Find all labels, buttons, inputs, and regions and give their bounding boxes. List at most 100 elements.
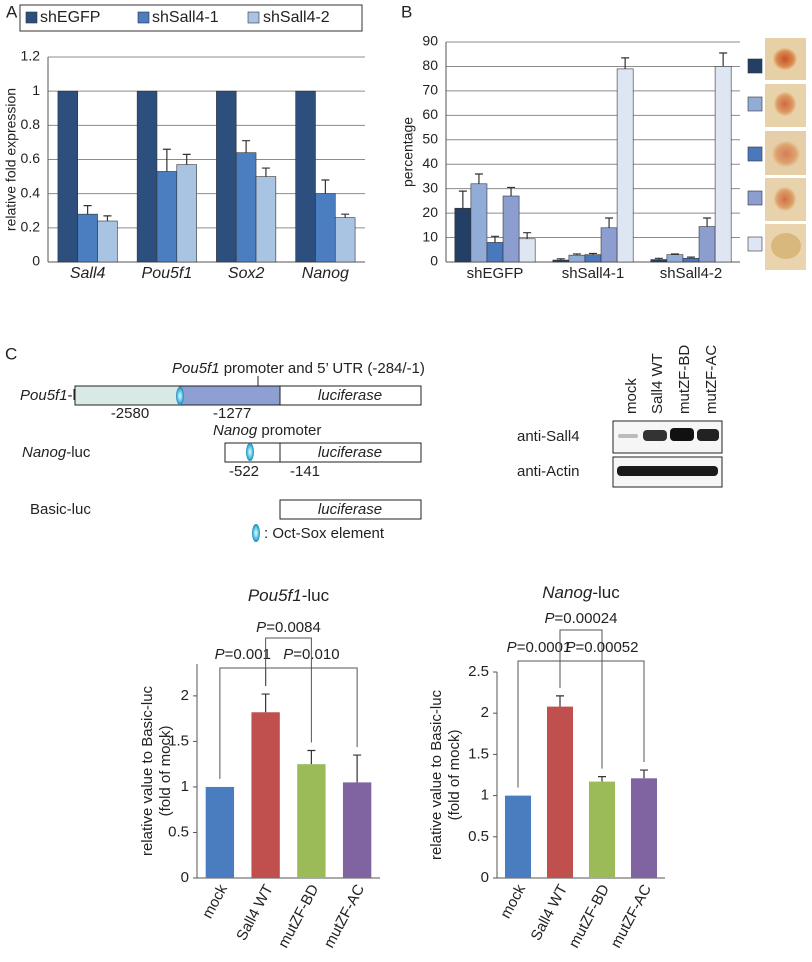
bar <box>295 90 316 263</box>
error-bar <box>474 173 483 184</box>
bar <box>255 176 277 263</box>
chart-title: Nanog-luc <box>542 583 620 602</box>
bar <box>205 786 235 878</box>
legend-swatch <box>747 96 763 112</box>
significance-bracket <box>265 667 358 748</box>
y-tick-label: 1 <box>181 778 189 795</box>
p-symbol: P <box>545 610 555 627</box>
y-tick-label: 0 <box>481 869 489 886</box>
error-bar <box>491 235 499 243</box>
position: -522 <box>229 463 259 480</box>
x-tick-label: Pou5f1 <box>142 265 193 282</box>
y-tick-label: 40 <box>422 155 438 171</box>
x-tick-label: mutZF-BD <box>566 882 614 951</box>
bar <box>630 778 658 878</box>
y-tick-label: 20 <box>422 204 438 220</box>
x-tick-label: shEGFP <box>467 265 524 282</box>
y-tick-label: 2.5 <box>468 663 489 680</box>
legend-swatch <box>137 11 150 24</box>
y-axis-label: (fold of mock) <box>157 726 174 817</box>
bar <box>486 242 504 263</box>
p-value: =0.00052 <box>576 639 639 656</box>
bar <box>470 183 488 263</box>
y-tick-label: 1.2 <box>21 48 41 64</box>
y-tick-label: 0.5 <box>468 828 489 845</box>
p-symbol: P <box>256 619 266 636</box>
bar <box>616 68 634 263</box>
significance-bracket <box>559 660 645 763</box>
y-tick-label: 0 <box>32 253 40 269</box>
x-tick-label: Sall4 WT <box>233 882 277 944</box>
significance-label: P=0.0084 <box>256 619 321 636</box>
error-bar <box>523 232 532 239</box>
y-axis-label: percentage <box>400 117 416 187</box>
legend-swatch <box>247 11 260 24</box>
x-tick-label: mock <box>497 881 529 921</box>
significance-label: P=0.010 <box>283 646 339 663</box>
p-symbol: P <box>507 639 517 656</box>
y-tick-label: 50 <box>422 130 438 146</box>
error-bar <box>589 252 597 255</box>
bar <box>568 254 586 263</box>
y-tick-label: 10 <box>422 228 438 244</box>
error-bar <box>261 693 270 713</box>
y-tick-label: 1 <box>481 787 489 804</box>
y-tick-label: 90 <box>422 33 438 49</box>
legend-swatch <box>747 190 763 206</box>
construct-label: Nanog-luc <box>22 444 91 461</box>
y-tick-label: 1.5 <box>468 745 489 762</box>
error-bar <box>83 205 92 215</box>
x-tick-label: shSall4-1 <box>562 265 625 282</box>
y-tick-label: 0.4 <box>21 184 41 200</box>
legend-swatch <box>747 236 763 252</box>
text-part: Pou5f1 <box>248 586 302 605</box>
x-tick-label: Sall4 <box>70 265 106 282</box>
lane-label: Sall4 WT <box>649 353 666 414</box>
significance-label: P=0.001 <box>215 646 271 663</box>
bar <box>251 712 280 878</box>
bar <box>334 217 356 263</box>
legend-swatch <box>25 11 38 24</box>
position: -2580 <box>111 405 149 422</box>
bar <box>502 195 520 263</box>
error-bar <box>321 179 330 194</box>
x-tick-label: mutZF-AC <box>608 882 656 951</box>
error-bar <box>687 256 695 259</box>
error-bar <box>556 258 565 261</box>
legend-frame <box>19 4 363 32</box>
bar <box>600 227 618 263</box>
y-tick-label: 1.5 <box>168 732 189 749</box>
error-bar <box>719 52 728 67</box>
p-value: =0.0084 <box>266 619 321 636</box>
bar <box>714 66 732 263</box>
x-tick-label: mutZF-AC <box>321 882 369 951</box>
significance-label: P=0.00024 <box>545 610 618 627</box>
y-tick-label: 70 <box>422 82 438 98</box>
text-part: -luc <box>302 586 330 605</box>
y-tick-label: 0.2 <box>21 219 41 235</box>
bar <box>666 254 684 263</box>
construct-diagram: Pou5f1 promoter and 5’ UTR (-284/-1) Pou… <box>20 360 425 542</box>
text-part: Nanog <box>542 583 593 602</box>
p-value: =0.00024 <box>555 610 618 627</box>
error-bar <box>103 215 112 221</box>
p-value: =0.010 <box>293 646 339 663</box>
y-axis-label: relative value to Basic-luc <box>428 689 445 860</box>
bar <box>546 706 574 878</box>
error-bar <box>556 695 564 707</box>
significance-label: P=0.00052 <box>566 639 639 656</box>
bar <box>235 152 257 263</box>
bar <box>97 220 118 263</box>
p-symbol: P <box>566 639 576 656</box>
blot-row-label: anti-Sall4 <box>517 428 580 445</box>
bar <box>552 259 570 263</box>
reporter: luciferase <box>318 444 382 461</box>
bar <box>518 238 536 263</box>
text-part: -luc <box>592 583 620 602</box>
bar <box>698 226 716 263</box>
error-bar <box>640 769 648 779</box>
x-tick-label: mutZF-BD <box>275 882 323 951</box>
bar <box>584 254 602 263</box>
bar <box>454 207 472 263</box>
